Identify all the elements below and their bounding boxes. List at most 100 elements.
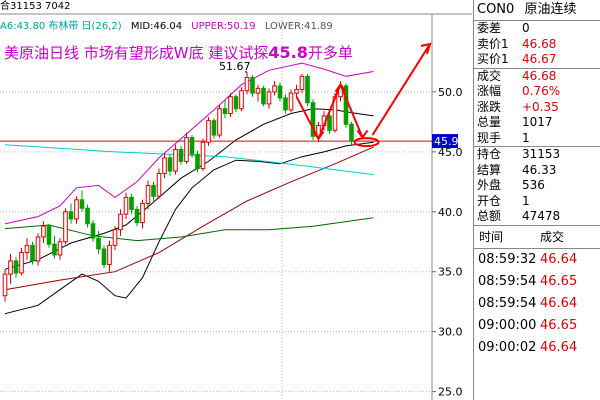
candle[interactable] (294, 89, 299, 94)
candle[interactable] (327, 115, 332, 131)
candle[interactable] (90, 223, 96, 239)
price-tag-box (432, 134, 458, 149)
tick-header: 时间 成交 (474, 224, 600, 249)
candle[interactable] (8, 260, 13, 275)
candle[interactable] (134, 208, 140, 224)
tick-row[interactable]: 08:59:32 46.64 (474, 249, 600, 271)
tick-price: 46.65 (540, 273, 578, 289)
line-ma-green (4, 217, 374, 242)
candle[interactable] (266, 91, 272, 105)
candle[interactable] (68, 211, 74, 220)
candle[interactable] (222, 108, 228, 114)
candle[interactable] (129, 196, 134, 210)
candle[interactable] (112, 229, 118, 246)
candle[interactable] (24, 244, 30, 254)
candle[interactable] (63, 211, 68, 243)
candle[interactable] (239, 90, 244, 110)
candle[interactable] (107, 244, 112, 266)
tick-time: 09:00:00 (478, 317, 537, 333)
candle[interactable] (79, 199, 85, 209)
y-tick-label: 40.0 (438, 206, 463, 219)
candle[interactable] (156, 172, 162, 197)
quote-label: 现手 (477, 130, 502, 145)
candle[interactable] (228, 96, 233, 114)
quote-row: 涨幅 0.76% (474, 84, 600, 100)
candle[interactable] (13, 260, 19, 274)
quote-value: 47478 (522, 209, 561, 223)
upper-value: UPPER:50.19 (191, 21, 256, 32)
candle[interactable] (244, 77, 250, 92)
candle[interactable] (310, 102, 316, 137)
candle[interactable] (35, 236, 41, 262)
quote-panel: CON0 原油连续 委差 0 卖价1 46.68 买价1 46.67 成交 46.68 涨幅 0.… (473, 0, 600, 400)
candle[interactable] (162, 157, 167, 174)
quote-value: 46.68 (522, 68, 557, 83)
candle[interactable] (343, 85, 349, 125)
indicator-info: A6:43.80 布林带 日(26,2) MID:46.04 UPPER:50.… (0, 20, 339, 34)
candle[interactable] (46, 225, 52, 245)
candle[interactable] (211, 120, 217, 136)
candle[interactable] (2, 273, 8, 297)
quote-value: 31153 (522, 147, 561, 161)
candle[interactable] (151, 184, 156, 197)
candle[interactable] (85, 207, 90, 225)
candle[interactable] (217, 108, 222, 136)
candle[interactable] (118, 213, 123, 231)
candle[interactable] (145, 184, 151, 204)
candlestick-chart[interactable]: 25.0 30.0 35.0 40.0 45.0 50.0 51.67 45.9 合31153… (0, 0, 472, 400)
candle[interactable] (195, 153, 200, 170)
candle[interactable] (283, 97, 288, 111)
candle[interactable] (123, 196, 129, 215)
tick-row[interactable]: 08:59:54 46.65 (474, 271, 600, 293)
candle[interactable] (173, 148, 178, 172)
candle[interactable] (288, 92, 294, 111)
quote-value: 1 (522, 193, 530, 208)
candle[interactable] (167, 157, 173, 172)
candle[interactable] (272, 85, 277, 93)
candle[interactable] (19, 252, 24, 274)
target-arrowhead (420, 42, 432, 55)
candle[interactable] (41, 225, 46, 238)
candle[interactable] (189, 136, 195, 155)
quote-label: 成交 (477, 68, 502, 83)
quote-value: 46.67 (522, 52, 557, 66)
quote-label: 涨幅 (477, 84, 502, 98)
candle[interactable] (305, 75, 310, 104)
quote-label: 总额 (477, 209, 502, 223)
candle[interactable] (178, 148, 184, 162)
candle[interactable] (349, 123, 354, 142)
candle[interactable] (200, 141, 206, 170)
candle[interactable] (96, 237, 101, 250)
contract-code: CON0 (477, 2, 515, 17)
candle[interactable] (57, 241, 63, 256)
tick-time: 08:59:32 (478, 251, 537, 267)
candle[interactable] (277, 85, 283, 99)
candle[interactable] (233, 96, 239, 110)
tick-row[interactable]: 08:59:54 46.64 (474, 293, 600, 315)
candle[interactable] (299, 75, 305, 91)
quote-label: 外盘 (477, 178, 502, 192)
y-tick-label: 35.0 (438, 266, 463, 279)
quote-row: 现手 1 (474, 131, 600, 147)
quote-label: 委差 (477, 21, 502, 35)
candle[interactable] (74, 199, 79, 220)
line-mid (4, 108, 374, 270)
w-arrowhead-down (312, 131, 325, 141)
candle[interactable] (255, 87, 261, 94)
chart-canvas[interactable]: 25.0 30.0 35.0 40.0 45.0 50.0 51.67 45.9 (0, 0, 472, 400)
line-ma-red (4, 146, 374, 291)
tick-row[interactable]: 09:00:02 46.64 (474, 337, 600, 359)
tick-header-deal: 成交 (540, 229, 565, 244)
tick-row[interactable]: 09:00:00 46.65 (474, 315, 600, 337)
candle[interactable] (184, 136, 189, 162)
candle[interactable] (261, 87, 266, 105)
candle[interactable] (140, 202, 145, 224)
candle[interactable] (250, 77, 255, 94)
candle[interactable] (206, 120, 211, 143)
w-pattern-arrow (295, 82, 364, 142)
candle[interactable] (101, 248, 107, 266)
candle[interactable] (52, 243, 57, 256)
candle[interactable] (30, 244, 35, 262)
tick-list[interactable]: 08:59:32 46.64 08:59:54 46.65 08:59:54 46.64 0… (474, 249, 600, 359)
lower-value: LOWER:41.89 (264, 21, 333, 32)
